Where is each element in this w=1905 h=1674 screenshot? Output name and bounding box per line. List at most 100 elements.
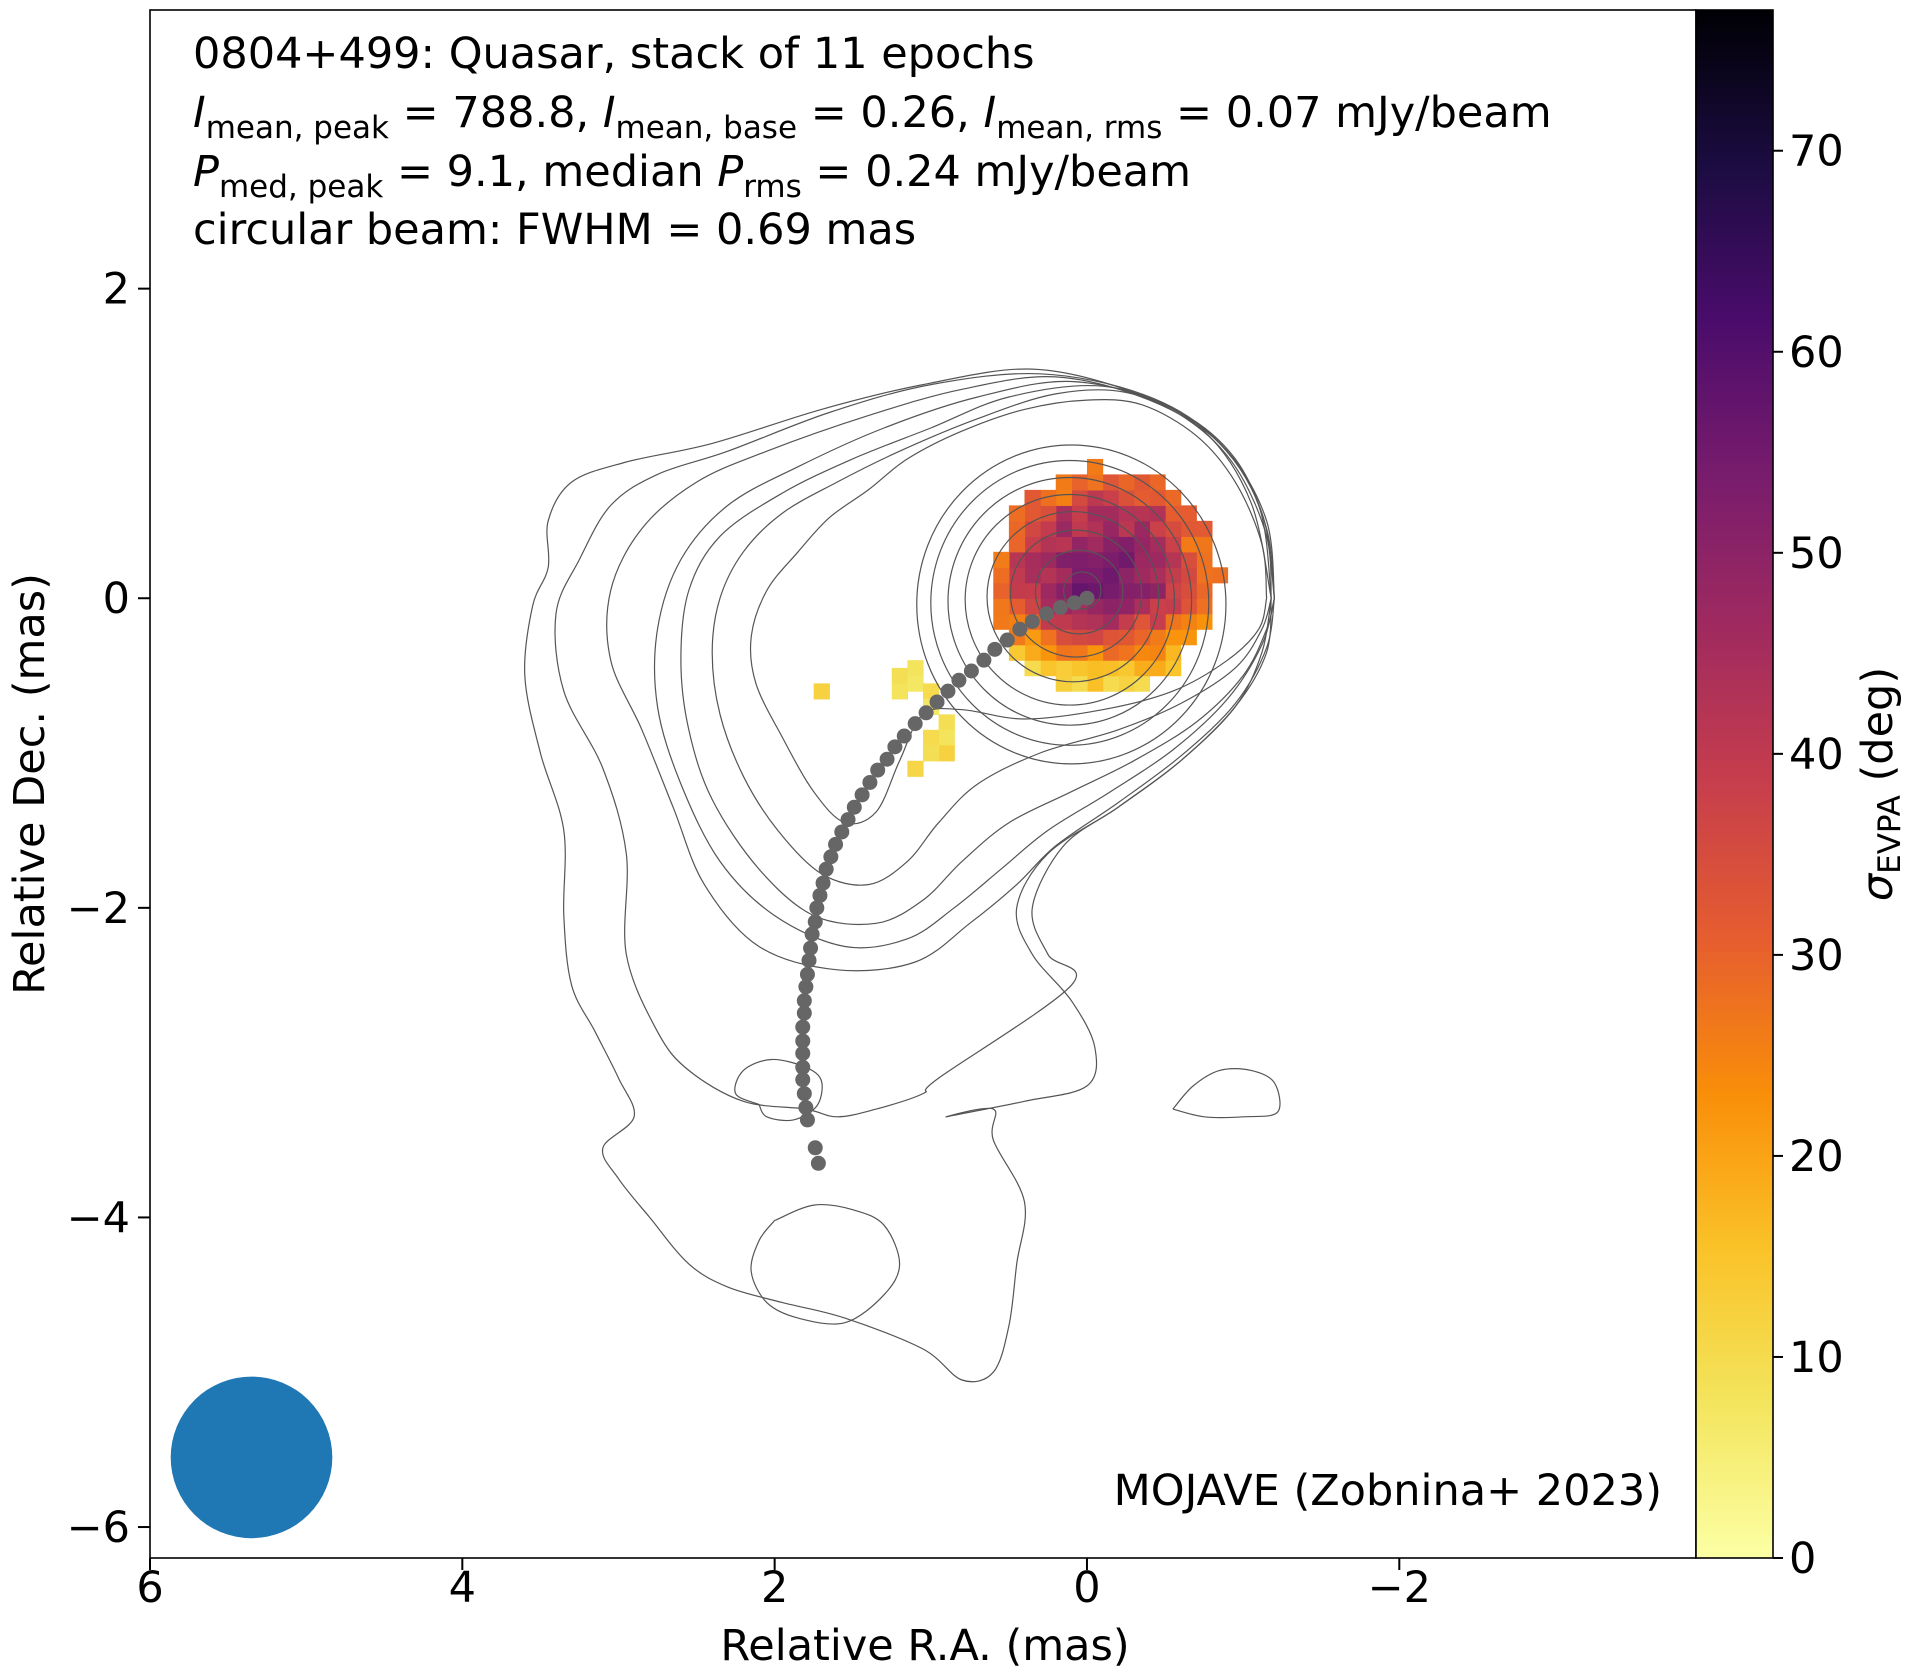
pixel-cell	[1118, 474, 1135, 491]
pixel-cell	[813, 683, 830, 700]
ridge-point	[823, 849, 839, 865]
ridge-point	[940, 683, 956, 699]
ridge-point	[887, 739, 903, 755]
pixel-cell	[1024, 520, 1041, 537]
pixel-cell	[1071, 675, 1088, 692]
pixel-cell	[1055, 505, 1072, 522]
pixel-cell	[1102, 551, 1119, 568]
pixel-cell	[1118, 582, 1135, 599]
pixel-cell	[1102, 567, 1119, 584]
pixel-cell	[1102, 582, 1119, 599]
credit-label: MOJAVE (Zobnina+ 2023)	[1114, 1466, 1662, 1516]
ridge-point	[854, 787, 870, 803]
pixel-cell	[1102, 629, 1119, 646]
contour-level	[523, 368, 1272, 1383]
ridge-point	[815, 875, 831, 891]
pixel-cell	[1149, 582, 1166, 599]
pixel-cell	[1071, 551, 1088, 568]
pixel-cell	[1055, 551, 1072, 568]
ridge-point	[896, 728, 912, 744]
pixel-cell	[1196, 582, 1213, 599]
ridge-point	[795, 1045, 811, 1061]
pixel-cell	[1024, 536, 1041, 553]
pixel-cell	[1071, 613, 1088, 630]
pixel-cell	[1086, 458, 1104, 475]
pixel-cell	[1040, 644, 1057, 661]
ridge-point	[840, 812, 856, 828]
ridge-point	[804, 926, 820, 942]
pixel-cell	[1118, 567, 1135, 584]
pixel-cell	[1196, 536, 1213, 553]
ridge-point	[870, 762, 886, 778]
pixel-cell	[1133, 489, 1151, 506]
x-tick-label: 4	[449, 1563, 476, 1613]
pixel-cell	[1133, 474, 1151, 491]
pixel-cell	[1055, 644, 1072, 661]
pixel-cell	[1180, 536, 1197, 553]
pixel-cell	[1165, 613, 1182, 630]
ridge-point	[795, 1033, 811, 1049]
contour-level	[1062, 571, 1102, 610]
pixel-cell	[1102, 505, 1119, 522]
x-axis-label: Relative R.A. (mas)	[720, 1621, 1129, 1671]
pixel-cell	[1180, 582, 1197, 599]
pixel-cell	[1149, 520, 1166, 537]
ridge-point	[796, 1005, 812, 1021]
contour-level	[680, 385, 1275, 926]
pixel-cell	[1055, 675, 1072, 692]
pixel-cell	[1133, 629, 1151, 646]
pixel-cell	[1055, 474, 1072, 491]
ridge-point	[1066, 595, 1082, 611]
colorbar-tick-label: 60	[1789, 328, 1844, 378]
pixel-cell	[1008, 505, 1026, 522]
x-tick-label: 0	[1073, 1563, 1100, 1613]
contour-level	[554, 372, 1272, 1118]
pixel-cell	[1149, 629, 1166, 646]
pixel-cell	[1008, 567, 1026, 584]
pixel-cell	[923, 745, 940, 762]
ridge-point	[809, 900, 825, 916]
ridge-point	[862, 774, 878, 790]
pixel-cell	[1180, 551, 1197, 568]
contour-level	[711, 389, 1272, 886]
pixel-cell	[1165, 536, 1182, 553]
pixel-cell	[1071, 536, 1088, 553]
pixel-cell	[1149, 474, 1166, 491]
pixel-cell	[1133, 613, 1151, 630]
pixel-cell	[1118, 629, 1135, 646]
pixel-cell	[1086, 520, 1104, 537]
pixel-cell	[1149, 551, 1166, 568]
pixel-cell	[1086, 551, 1104, 568]
ridge-point	[818, 861, 834, 877]
pixel-cell	[1086, 613, 1104, 630]
ridge-point	[1052, 600, 1068, 616]
ridge-point	[907, 716, 923, 732]
intensity-contours	[523, 368, 1281, 1383]
colorbar-tick-label: 10	[1789, 1333, 1844, 1383]
pixel-cell	[1040, 520, 1057, 537]
pixel-cell	[1055, 629, 1072, 646]
pixel-cell	[1118, 551, 1135, 568]
pixel-cell	[1165, 582, 1182, 599]
pixel-cell	[1102, 660, 1119, 677]
pixel-cell	[1149, 505, 1166, 522]
pixel-cell	[1040, 551, 1057, 568]
pixel-cell	[1149, 567, 1166, 584]
pixel-cell	[1008, 551, 1026, 568]
pixel-cell	[1086, 505, 1104, 522]
pixel-cell	[1211, 567, 1229, 584]
y-tick-label: −4	[67, 1193, 130, 1243]
contour-level	[1009, 529, 1143, 658]
pixel-cell	[1086, 644, 1104, 661]
contour-level	[606, 376, 1275, 972]
pixel-cell	[1008, 582, 1026, 599]
pixel-cell	[1055, 613, 1072, 630]
ridge-point	[795, 1019, 811, 1035]
pixel-cell	[1133, 675, 1151, 692]
pixel-cell	[1071, 644, 1088, 661]
pixel-cell	[1102, 675, 1119, 692]
pixel-cell	[891, 667, 908, 684]
contour-level	[986, 510, 1160, 683]
pixel-cell	[907, 675, 924, 692]
